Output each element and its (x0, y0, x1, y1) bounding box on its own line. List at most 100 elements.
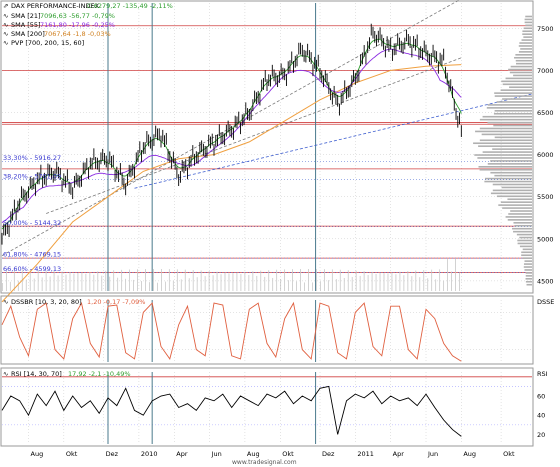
volume-bar (236, 272, 238, 291)
profile-bar (513, 222, 532, 224)
profile-bar (490, 171, 532, 174)
rsi-line (1, 385, 462, 437)
x-tick-label: Aug (31, 450, 44, 458)
profile-bar (512, 227, 532, 230)
volume-bar (17, 280, 19, 291)
profile-bar (525, 24, 532, 27)
volume-bar (455, 259, 456, 291)
volume-bar (192, 270, 194, 291)
stoch-label: DSSBR [10, 3, 20, 80] (11, 298, 82, 306)
x-tick-label: 2011 (357, 450, 374, 458)
sma55-stats: 7161,80 -17,96 -0,25% (40, 21, 115, 29)
volume-bar (53, 270, 55, 291)
volume-bar (363, 271, 365, 291)
profile-bar (475, 130, 532, 133)
volume-bar (45, 270, 47, 291)
volume-bar (415, 270, 417, 291)
rsi-label: RSI [14, 30, 70] (11, 370, 62, 378)
profile-bar (473, 142, 532, 145)
profile-bar (518, 45, 532, 47)
rsi-panel: 20 40 60 (0, 367, 545, 447)
profile-bar (505, 77, 532, 80)
profile-bar (516, 62, 532, 65)
volume-bar (272, 277, 274, 291)
profile-bar (523, 263, 532, 265)
volume-bar (407, 271, 409, 291)
y-tick-label: 7000 (537, 67, 554, 75)
volume-bar (423, 270, 425, 291)
volume-bar (355, 270, 357, 291)
volume-bar (308, 269, 309, 291)
volume-bar (451, 271, 452, 291)
profile-bar (508, 213, 532, 215)
profile-bar (486, 107, 532, 109)
volume-bar (41, 277, 43, 291)
volume-bar (331, 269, 333, 291)
volume-bar (248, 274, 250, 291)
x-tick-label: Jun (211, 450, 222, 458)
profile-bar (515, 54, 532, 56)
profile-bar (525, 15, 532, 18)
y-tick-label: 5000 (537, 235, 554, 243)
x-tick-label: Okt (503, 450, 515, 458)
volume-bar (419, 277, 421, 291)
volume-bar (33, 278, 35, 291)
volume-bar (125, 278, 127, 291)
volume-bar (117, 277, 119, 291)
sma200-line (1, 64, 462, 303)
profile-bar (501, 186, 532, 189)
volume-bar (256, 275, 258, 291)
volume-bar (85, 273, 87, 291)
fib-label: 38,20% - 5701,09 (3, 172, 61, 180)
profile-bar (479, 118, 532, 121)
volume-bar (25, 279, 27, 291)
volume-bar (224, 272, 226, 291)
profile-bar (509, 71, 532, 74)
profile-bar (517, 239, 532, 242)
volume-bar (188, 278, 190, 291)
fib-label: 50,00% - 5144,32 (3, 219, 61, 227)
sma55-icon: ∿ (3, 21, 8, 29)
y-tick-label: 60 (537, 393, 545, 401)
volume-bar (101, 275, 103, 291)
profile-bar (505, 216, 532, 218)
profile-bar (484, 180, 532, 183)
profile-bar (524, 260, 532, 262)
rsi-legend: ∿ RSI [14, 30, 70] 17,92 -2,1 -10,49% RS… (3, 370, 548, 378)
volume-bar (403, 275, 405, 291)
volume-bar (105, 270, 107, 291)
volume-bar (196, 277, 198, 291)
volume-bar (240, 274, 242, 291)
profile-bar (494, 110, 532, 112)
profile-bar (526, 283, 532, 286)
profile-bar (484, 177, 532, 180)
profile-bar (513, 230, 532, 233)
profile-bar (490, 192, 532, 195)
volume-bar (292, 269, 293, 291)
fib-label: 61,80% - 4769,15 (3, 251, 61, 259)
profile-bar (520, 48, 532, 50)
x-tick-label: Apr (176, 450, 188, 458)
volume-bar (335, 279, 337, 291)
volume-bar (145, 269, 146, 291)
profile-bar (493, 112, 532, 115)
volume-bar (13, 269, 15, 291)
volume-bar (200, 270, 202, 291)
volume-bar (312, 282, 313, 291)
volume-bar (57, 275, 59, 291)
profile-bar (496, 195, 532, 198)
profile-bar (513, 74, 532, 77)
volume-bar (268, 270, 270, 291)
x-tick-label: Okt (282, 450, 294, 458)
volume-bar (109, 276, 111, 291)
volume-bar (204, 276, 206, 291)
volume-bar (347, 270, 349, 291)
profile-bar (523, 36, 532, 38)
profile-bar (519, 236, 532, 239)
trend-line (134, 93, 533, 189)
profile-bar (524, 18, 532, 21)
volume-bar (220, 274, 222, 291)
profile-bar (492, 189, 532, 192)
profile-bar (524, 269, 532, 271)
volume-bar (180, 279, 182, 291)
